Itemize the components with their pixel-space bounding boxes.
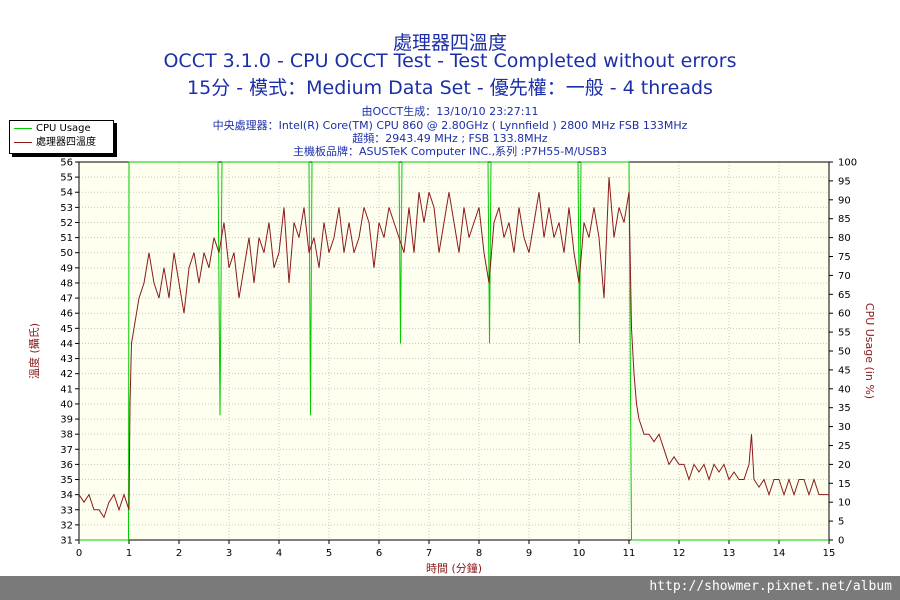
y-right-tick-label: 90 xyxy=(838,195,851,206)
x-tick-label: 2 xyxy=(176,548,182,559)
x-tick-label: 12 xyxy=(673,548,686,559)
y-left-tick-label: 40 xyxy=(60,399,73,410)
y-left-tick-label: 49 xyxy=(60,263,73,274)
y-left-tick-label: 41 xyxy=(60,384,73,395)
info-cpu: 中央處理器：Intel(R) Core(TM) CPU 860 @ 2.80GH… xyxy=(212,119,688,132)
watermark-url: http://showmer.pixnet.net/album xyxy=(649,579,892,594)
legend-item-temperature: 處理器四溫度 xyxy=(14,136,96,150)
info-motherboard: 主機板品牌：ASUSTeK Computer INC.,系列 :P7H55-M/… xyxy=(292,145,608,158)
y-left-tick-label: 50 xyxy=(60,248,73,259)
y-left-tick-label: 31 xyxy=(60,536,73,547)
x-tick-label: 3 xyxy=(226,548,232,559)
y-right-tick-label: 60 xyxy=(838,309,851,320)
y-right-tick-label: 95 xyxy=(838,176,851,187)
y-left-tick-label: 37 xyxy=(60,445,73,456)
y-left-axis-label: 溫度 (攝氏) xyxy=(27,323,41,379)
y-right-tick-label: 70 xyxy=(838,271,851,282)
y-left-tick-label: 47 xyxy=(60,294,73,305)
info-generated: 由OCCT生成：13/10/10 23:27:11 xyxy=(361,105,539,118)
y-right-tick-label: 40 xyxy=(838,384,851,395)
y-right-tick-label: 85 xyxy=(838,214,851,225)
x-tick-label: 6 xyxy=(376,548,382,559)
y-left-tick-label: 36 xyxy=(60,460,73,471)
x-tick-label: 0 xyxy=(76,548,82,559)
x-tick-label: 1 xyxy=(126,548,132,559)
y-left-tick-label: 39 xyxy=(60,415,73,426)
y-left-tick-label: 46 xyxy=(60,309,73,320)
y-left-tick-label: 32 xyxy=(60,520,73,531)
y-right-tick-label: 50 xyxy=(838,347,851,358)
legend-label-cpu-usage: CPU Usage xyxy=(36,123,91,134)
y-right-tick-label: 35 xyxy=(838,403,851,414)
y-left-tick-label: 33 xyxy=(60,505,73,516)
x-tick-label: 15 xyxy=(823,548,836,559)
legend-swatch-cpu-usage xyxy=(14,127,32,129)
x-tick-label: 8 xyxy=(476,548,482,559)
y-right-tick-label: 55 xyxy=(838,328,851,339)
y-right-tick-label: 45 xyxy=(838,365,851,376)
y-right-tick-label: 30 xyxy=(838,422,851,433)
y-left-tick-label: 48 xyxy=(60,278,73,289)
y-left-tick-label: 38 xyxy=(60,430,73,441)
plot-background xyxy=(79,162,829,540)
y-right-tick-label: 100 xyxy=(838,158,857,169)
x-tick-label: 9 xyxy=(526,548,532,559)
y-right-tick-label: 5 xyxy=(838,517,844,528)
legend-swatch-temperature xyxy=(14,141,32,143)
series-line-cpu-usage xyxy=(79,161,829,541)
x-tick-label: 13 xyxy=(723,548,736,559)
y-left-tick-label: 42 xyxy=(60,369,73,380)
y-right-tick-label: 0 xyxy=(838,536,844,547)
legend-label-temperature: 處理器四溫度 xyxy=(36,137,96,148)
chart-area: 3132333435363738394041424344454647484950… xyxy=(27,158,876,576)
x-tick-label: 4 xyxy=(276,548,282,559)
legend: CPU Usage 處理器四溫度 xyxy=(9,120,114,154)
x-tick-label: 10 xyxy=(573,548,586,559)
y-right-tick-label: 80 xyxy=(838,233,851,244)
chart-title: 處理器四溫度 xyxy=(392,32,507,54)
y-right-tick-label: 20 xyxy=(838,460,851,471)
y-right-tick-label: 75 xyxy=(838,252,851,263)
chart-subtitle-2: 15分 - 模式：Medium Data Set - 優先權：一般 - 4 th… xyxy=(187,77,713,99)
y-left-tick-label: 43 xyxy=(60,354,73,365)
series-line-temperature xyxy=(78,177,829,519)
y-right-tick-label: 65 xyxy=(838,290,851,301)
info-overclock: 超頻：2943.49 MHz ; FSB 133.8MHz xyxy=(352,132,548,145)
y-left-tick-label: 54 xyxy=(60,188,73,199)
y-left-tick-label: 35 xyxy=(60,475,73,486)
x-tick-label: 7 xyxy=(426,548,432,559)
y-right-tick-label: 25 xyxy=(838,441,851,452)
y-right-axis-label: CPU Usage (in %) xyxy=(863,303,876,399)
x-tick-label: 14 xyxy=(773,548,786,559)
chart-subtitle: OCCT 3.1.0 - CPU OCCT Test - Test Comple… xyxy=(163,50,737,72)
y-left-tick-label: 44 xyxy=(60,339,73,350)
y-left-tick-label: 51 xyxy=(60,233,73,244)
x-axis-label: 時間 (分鐘) xyxy=(426,561,482,575)
footer-bar: http://showmer.pixnet.net/album xyxy=(0,576,900,600)
y-right-tick-label: 15 xyxy=(838,479,851,490)
legend-item-cpu-usage: CPU Usage xyxy=(14,122,91,136)
y-left-tick-label: 55 xyxy=(60,173,73,184)
y-left-tick-label: 56 xyxy=(60,158,73,169)
x-tick-label: 5 xyxy=(326,548,332,559)
x-tick-label: 11 xyxy=(623,548,636,559)
y-left-tick-label: 34 xyxy=(60,490,73,501)
y-right-tick-label: 10 xyxy=(838,498,851,509)
y-left-tick-label: 45 xyxy=(60,324,73,335)
y-left-tick-label: 52 xyxy=(60,218,73,229)
y-left-tick-label: 53 xyxy=(60,203,73,214)
